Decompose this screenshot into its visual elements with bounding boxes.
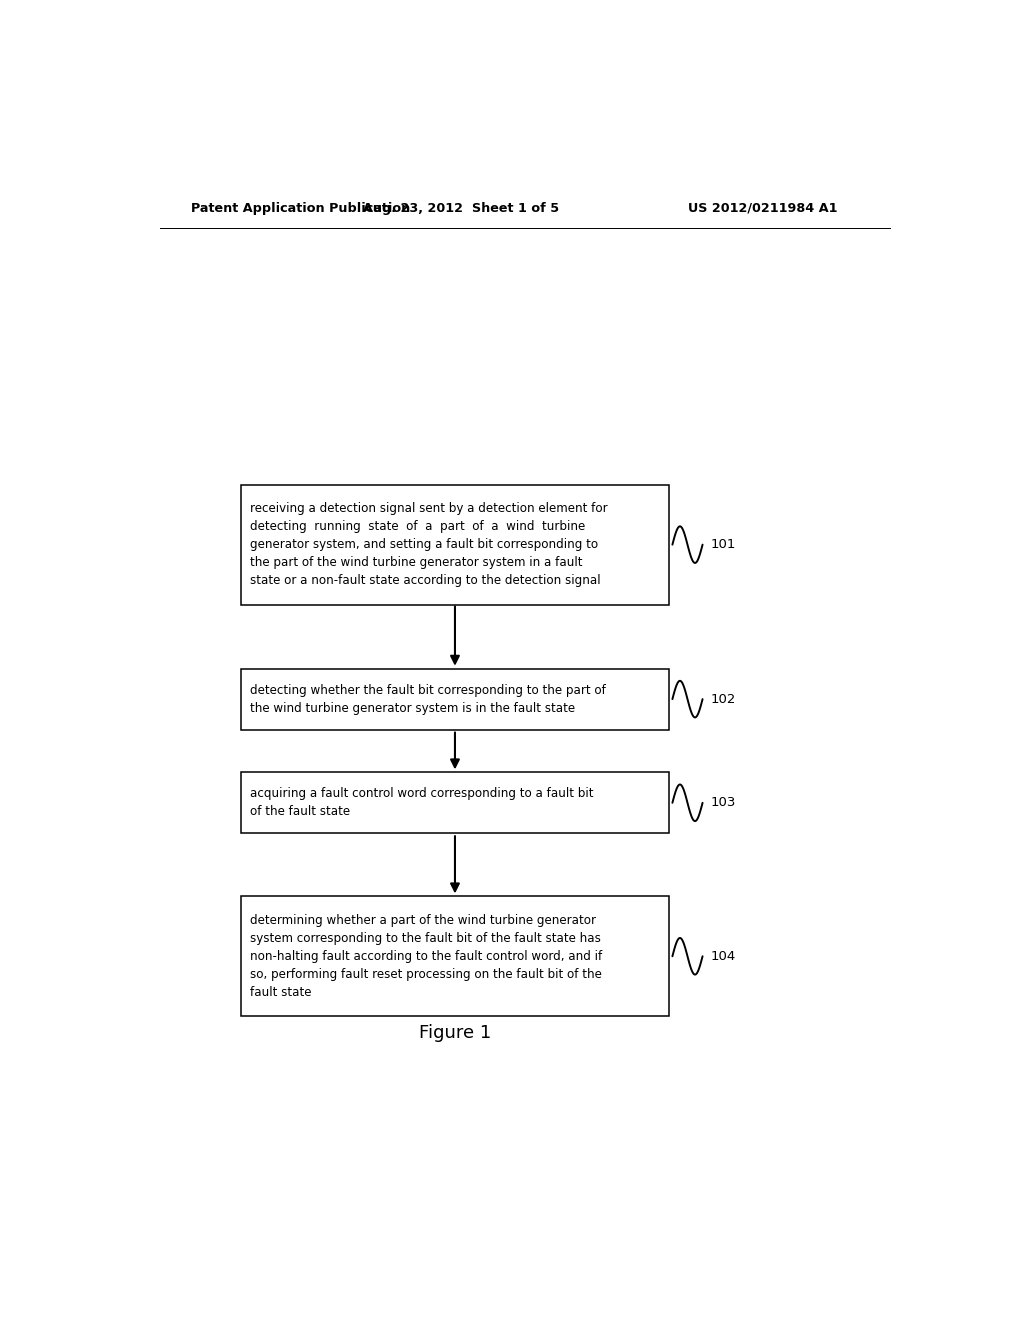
- Text: 104: 104: [711, 950, 736, 962]
- Text: Figure 1: Figure 1: [419, 1023, 492, 1041]
- Text: detecting whether the fault bit corresponding to the part of
the wind turbine ge: detecting whether the fault bit correspo…: [250, 684, 606, 714]
- Text: US 2012/0211984 A1: US 2012/0211984 A1: [688, 202, 838, 215]
- Text: 102: 102: [711, 693, 736, 706]
- Text: 101: 101: [711, 539, 736, 552]
- Text: receiving a detection signal sent by a detection element for
detecting  running : receiving a detection signal sent by a d…: [250, 502, 608, 587]
- Bar: [241, 896, 670, 1016]
- Bar: [241, 669, 670, 730]
- Text: Patent Application Publication: Patent Application Publication: [191, 202, 411, 215]
- Text: acquiring a fault control word corresponding to a fault bit
of the fault state: acquiring a fault control word correspon…: [250, 787, 594, 818]
- Text: Aug. 23, 2012  Sheet 1 of 5: Aug. 23, 2012 Sheet 1 of 5: [364, 202, 559, 215]
- Bar: [241, 484, 670, 605]
- Text: 103: 103: [711, 796, 736, 809]
- Bar: [241, 772, 670, 833]
- Text: determining whether a part of the wind turbine generator
system corresponding to: determining whether a part of the wind t…: [250, 913, 602, 999]
